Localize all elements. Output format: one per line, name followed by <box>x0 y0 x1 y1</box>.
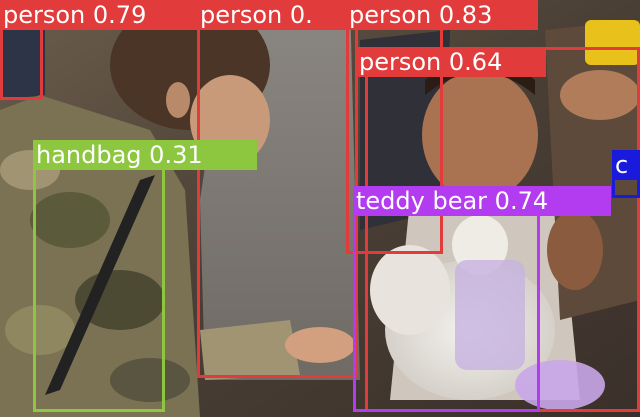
teddy-bear-bounding-box <box>353 186 540 412</box>
person-label: person 0.83 <box>346 0 538 30</box>
person-bounding-box <box>197 0 358 378</box>
person-label: person 0.79 <box>0 0 198 30</box>
person-label: person 0.64 <box>356 47 546 77</box>
partial-label: c <box>612 150 640 180</box>
teddy-bear-label: teddy bear 0.74 <box>353 186 611 216</box>
handbag-label: handbag 0.31 <box>33 140 257 170</box>
person-label: person 0. <box>197 0 347 30</box>
handbag-bounding-box <box>33 140 165 412</box>
